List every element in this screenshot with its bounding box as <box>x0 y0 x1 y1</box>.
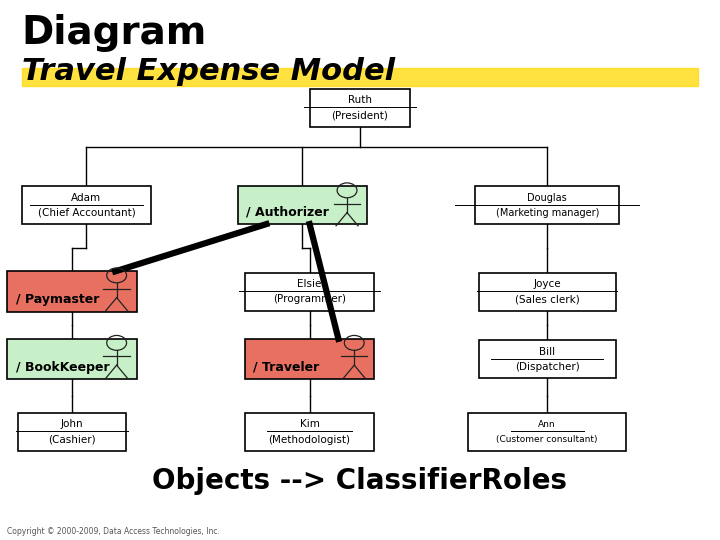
Text: Bill: Bill <box>539 347 555 356</box>
Text: Objects --> ClassifierRoles: Objects --> ClassifierRoles <box>153 467 567 495</box>
Text: John: John <box>60 420 84 429</box>
Text: Joyce: Joyce <box>534 279 561 289</box>
Bar <box>245 339 374 379</box>
Text: / Paymaster: / Paymaster <box>16 293 99 306</box>
Text: (Customer consultant): (Customer consultant) <box>497 435 598 444</box>
Bar <box>245 273 374 310</box>
Text: Travel Expense Model: Travel Expense Model <box>22 57 395 86</box>
Text: Kim: Kim <box>300 420 320 429</box>
Text: Ruth: Ruth <box>348 96 372 105</box>
Bar <box>479 273 616 310</box>
Bar <box>7 339 137 379</box>
Text: Douglas: Douglas <box>527 193 567 202</box>
Text: / Traveler: / Traveler <box>253 361 320 374</box>
Text: Copyright © 2000-2009, Data Access Technologies, Inc.: Copyright © 2000-2009, Data Access Techn… <box>7 526 220 536</box>
Bar <box>18 413 126 451</box>
Text: (Programmer): (Programmer) <box>273 294 346 304</box>
Bar <box>479 340 616 378</box>
Text: Adam: Adam <box>71 193 102 202</box>
Text: Diagram: Diagram <box>22 14 207 51</box>
Text: (Dispatcher): (Dispatcher) <box>515 362 580 372</box>
Bar <box>468 413 626 451</box>
Text: / BookKeeper: / BookKeeper <box>16 361 109 374</box>
Bar <box>310 89 410 127</box>
Bar <box>22 186 151 224</box>
Text: (Marketing manager): (Marketing manager) <box>495 208 599 218</box>
Text: (Methodologist): (Methodologist) <box>269 435 351 444</box>
Bar <box>7 271 137 312</box>
Text: (Chief Accountant): (Chief Accountant) <box>37 208 135 218</box>
Bar <box>245 413 374 451</box>
Text: (Sales clerk): (Sales clerk) <box>515 294 580 304</box>
Text: Ann: Ann <box>539 420 556 429</box>
Text: / Authorizer: / Authorizer <box>246 206 329 219</box>
Bar <box>238 186 367 224</box>
Text: (Cashier): (Cashier) <box>48 435 96 444</box>
Bar <box>475 186 619 224</box>
Polygon shape <box>22 68 698 86</box>
Text: (President): (President) <box>332 111 388 120</box>
Text: Elsie: Elsie <box>297 279 322 289</box>
